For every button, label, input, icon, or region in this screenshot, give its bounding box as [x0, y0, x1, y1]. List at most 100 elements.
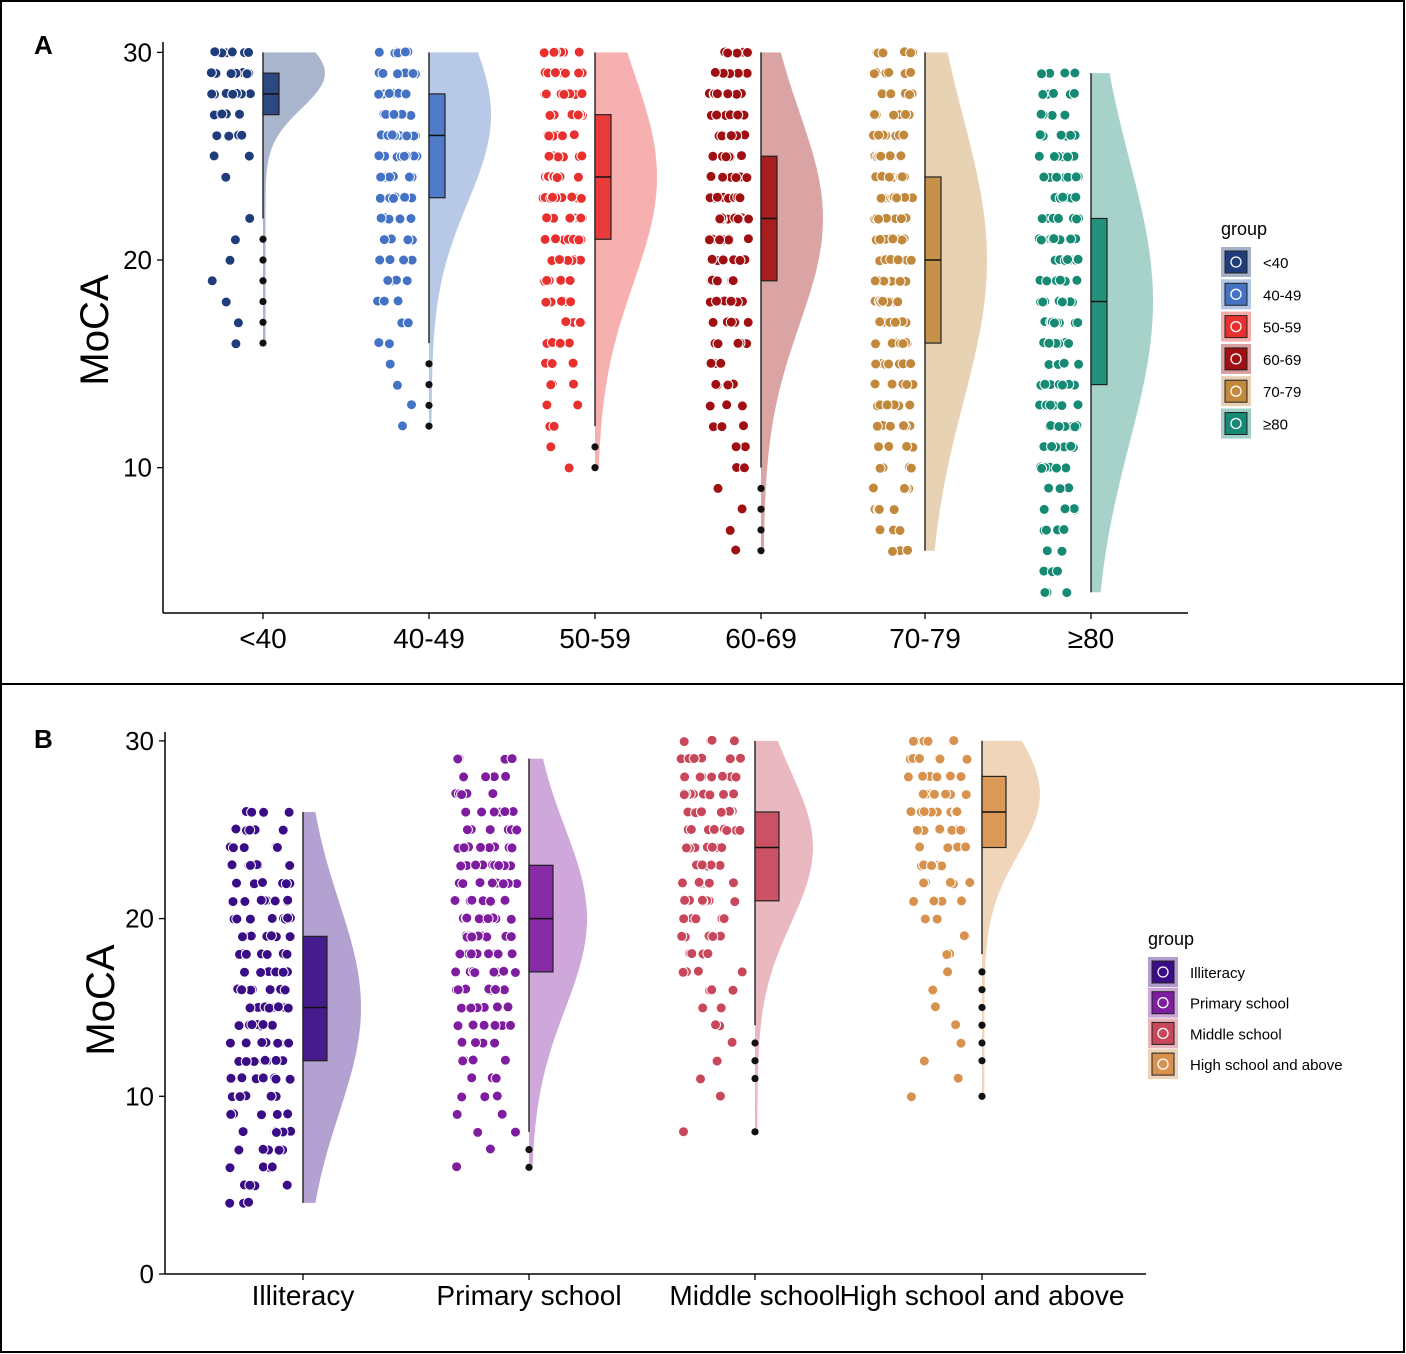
data-point: [211, 130, 223, 142]
data-point: [718, 788, 729, 800]
data-point: [540, 296, 552, 308]
group-2: 50-59 50-59: [537, 46, 1301, 654]
data-point: [484, 1143, 496, 1155]
data-point: [236, 1072, 248, 1084]
data-point: [470, 1037, 481, 1049]
data-point: [696, 806, 707, 818]
data-point: [406, 399, 417, 411]
y-tick-label: 20: [125, 904, 154, 934]
data-point: [1035, 234, 1047, 246]
data-point: [284, 931, 296, 943]
data-point: [483, 948, 494, 960]
data-point: [244, 859, 256, 871]
data-point: [1046, 109, 1058, 121]
data-point: [958, 930, 970, 942]
data-point: [220, 171, 232, 183]
data-point: [548, 420, 560, 432]
data-point: [869, 109, 880, 120]
data-point: [736, 150, 747, 162]
data-point: [1035, 108, 1047, 120]
y-tick-label: 30: [125, 726, 154, 756]
data-point: [929, 1001, 941, 1013]
data-point: [225, 68, 237, 80]
data-point: [712, 338, 724, 350]
data-point: [227, 88, 239, 100]
data-point: [944, 770, 956, 782]
data-point: [894, 275, 906, 287]
data-point: [572, 109, 584, 121]
data-point: [1039, 378, 1051, 390]
data-point: [717, 171, 729, 183]
violin-density: [263, 52, 325, 344]
data-point: [730, 172, 742, 184]
outlier-point: [525, 1163, 533, 1171]
data-point: [1058, 524, 1070, 535]
data-point: [573, 234, 585, 246]
data-point: [558, 88, 570, 100]
data-point: [227, 896, 239, 908]
data-point: [397, 420, 408, 432]
data-point: [1052, 565, 1063, 577]
outlier-point: [978, 1092, 986, 1100]
data-point: [695, 1073, 706, 1085]
data-point: [545, 441, 557, 453]
data-point: [259, 1054, 271, 1066]
data-point: [723, 234, 735, 246]
data-point: [236, 129, 248, 141]
data-point: [917, 788, 929, 800]
data-point: [281, 948, 293, 960]
group-2: Middle school Middle school: [669, 734, 1282, 1311]
data-point: [226, 46, 238, 58]
data-point: [224, 254, 236, 266]
legend-key-dot: [1230, 256, 1242, 268]
x-tick-label: Middle school: [669, 1280, 840, 1311]
data-point: [402, 317, 414, 329]
data-point: [892, 254, 904, 266]
data-point: [722, 47, 734, 59]
data-point: [1048, 151, 1060, 162]
outlier-point: [978, 1057, 986, 1065]
data-point: [940, 788, 952, 800]
data-point: [896, 234, 908, 246]
legend-key-dot: [1157, 997, 1169, 1009]
data-point: [877, 295, 889, 307]
data-point: [565, 296, 577, 308]
data-point: [1046, 441, 1058, 452]
data-point: [373, 150, 385, 162]
x-tick-label: 50-59: [559, 623, 631, 654]
y-tick-label: 30: [123, 37, 152, 67]
data-point: [703, 877, 715, 889]
group-1: 40-49 40-49: [372, 46, 1301, 654]
legend-key-dot: [1230, 417, 1242, 430]
data-point: [271, 1108, 283, 1120]
data-point: [388, 192, 399, 204]
data-point: [256, 1109, 267, 1121]
data-point: [717, 254, 729, 266]
group-3: 60-69 60-69: [703, 46, 1301, 654]
outlier-point: [425, 381, 433, 389]
data-point: [373, 337, 385, 349]
data-point: [378, 295, 390, 307]
data-point: [1051, 171, 1063, 183]
data-point: [238, 842, 250, 854]
data-point: [506, 948, 518, 960]
data-point: [870, 358, 882, 370]
data-point: [233, 1020, 245, 1032]
y-tick-label: 10: [125, 1081, 154, 1111]
data-point: [479, 1091, 491, 1103]
data-point: [928, 788, 940, 800]
data-point: [270, 1073, 282, 1085]
data-point: [727, 984, 739, 996]
data-point: [898, 482, 910, 494]
data-point: [451, 1161, 463, 1173]
data-point: [487, 788, 499, 800]
data-point: [482, 913, 494, 925]
data-point: [911, 824, 923, 836]
data-point: [283, 1037, 295, 1049]
data-point: [883, 171, 895, 183]
data-point: [904, 399, 916, 411]
data-point: [1071, 274, 1083, 286]
data-point: [908, 895, 920, 907]
data-point: [874, 233, 886, 245]
data-point: [726, 1036, 738, 1048]
